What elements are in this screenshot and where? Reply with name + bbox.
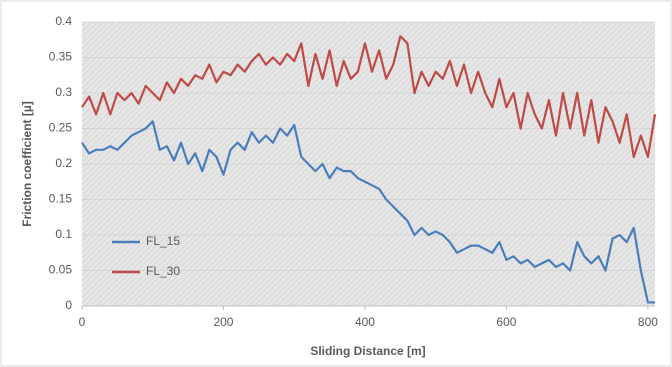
legend-label: FL_30 (146, 264, 180, 278)
series-line (81, 35, 657, 158)
legend-label: FL_15 (146, 234, 180, 248)
y-axis-title: Friction coefficient [µ] (20, 101, 34, 227)
y-tick-label: 0.35 (49, 50, 73, 64)
x-tick-label: 400 (355, 315, 375, 329)
y-tick-label: 0.05 (49, 263, 73, 277)
series-line (81, 120, 655, 304)
x-tick-label: 800 (638, 315, 658, 329)
y-tick-label: 0.1 (55, 227, 72, 241)
y-tick-label: 0.4 (55, 14, 72, 28)
y-tick-label: 0.25 (49, 121, 73, 135)
y-tick-label: 0.3 (55, 85, 72, 99)
y-tick-label: 0 (65, 298, 72, 312)
y-tick-label: 0.2 (55, 156, 72, 170)
x-axis-title: Sliding Distance [m] (310, 344, 425, 358)
y-tick-label: 0.15 (49, 192, 73, 206)
x-tick-label: 200 (213, 315, 233, 329)
x-tick-label: 0 (79, 315, 86, 329)
x-tick-label: 600 (496, 315, 516, 329)
